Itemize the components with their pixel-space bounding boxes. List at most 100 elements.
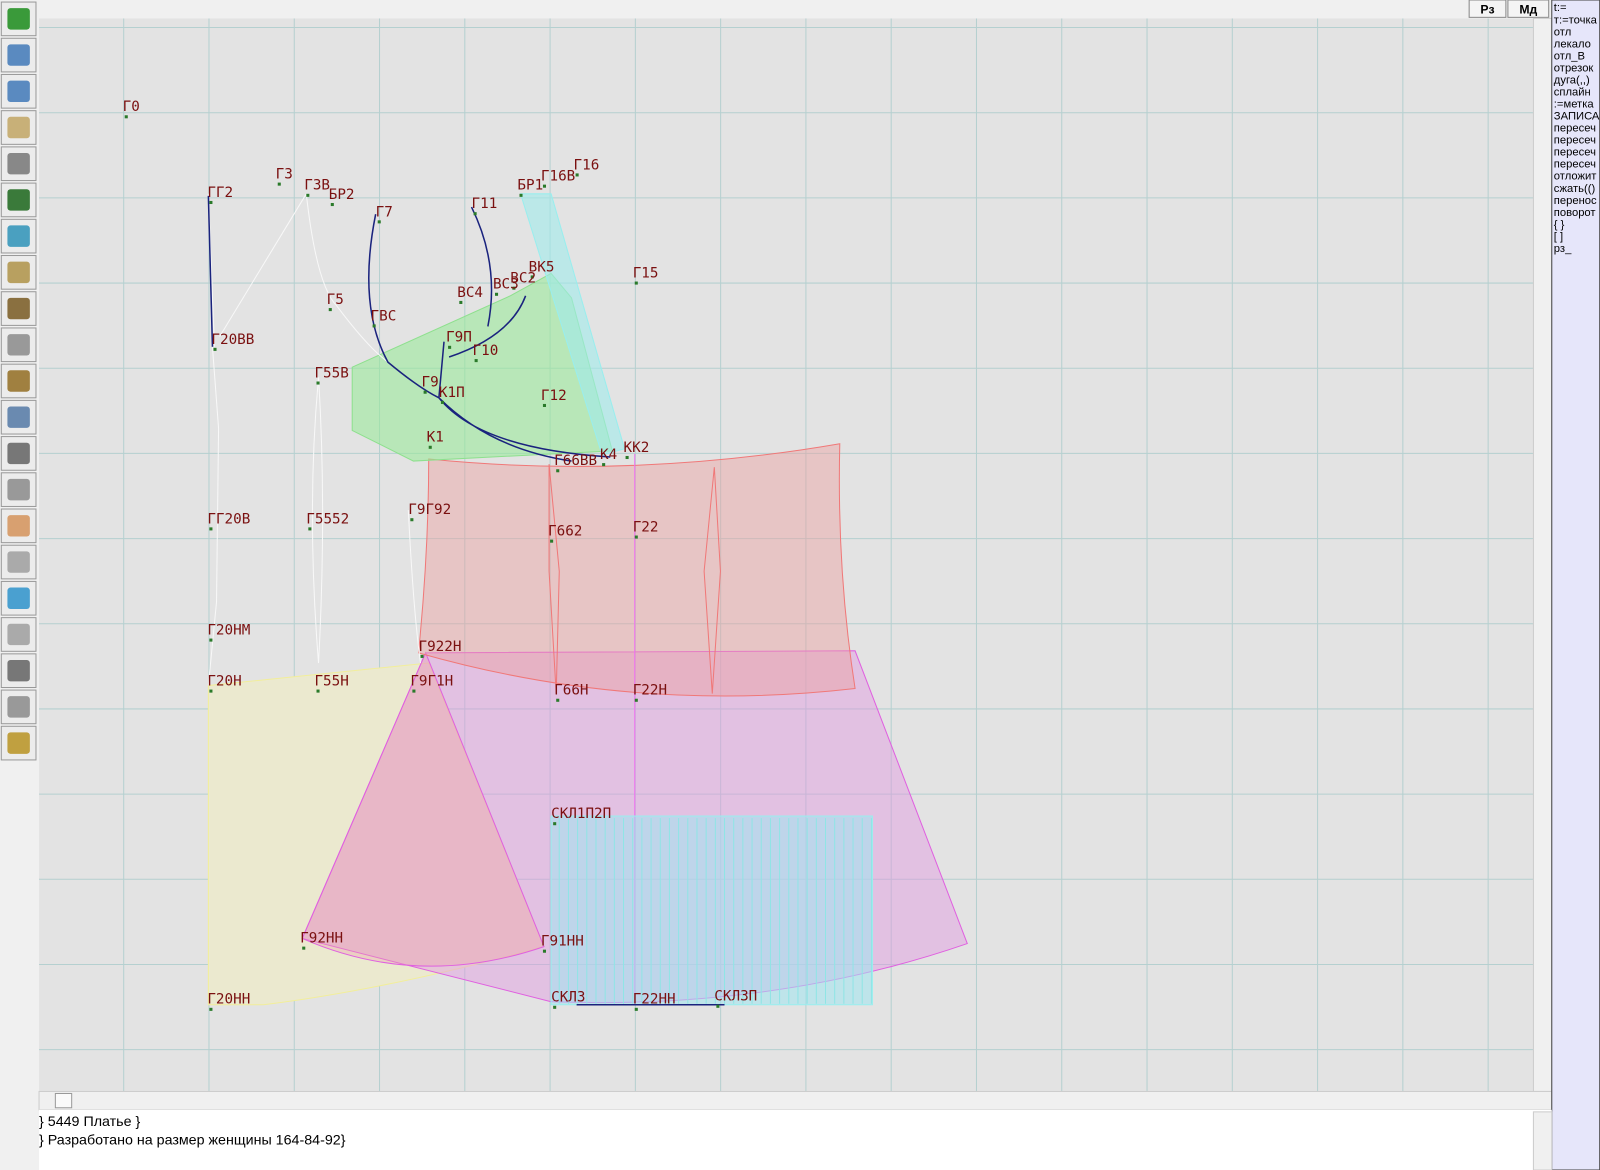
point-label: Г20НН [207, 992, 250, 1008]
tool-button[interactable] [0, 37, 37, 73]
command-item[interactable]: отложит [1554, 171, 1597, 183]
command-item[interactable]: перенос [1554, 195, 1597, 207]
command-item[interactable]: пересеч [1554, 159, 1596, 171]
point-label: СКЛ1П2П [551, 806, 611, 822]
point [448, 345, 452, 349]
point [209, 638, 213, 642]
button[interactable] [1507, 0, 1550, 18]
point [410, 518, 414, 522]
point-label: К1П [439, 385, 465, 401]
status-line: } Разработано на размер женщины 164-84-9… [39, 1132, 346, 1148]
piece-strap [519, 193, 626, 456]
tool-icon [7, 659, 30, 682]
command-item[interactable]: пересеч [1554, 123, 1596, 135]
point [316, 381, 320, 385]
point-label: Г12 [541, 388, 567, 404]
piece-yellow [207, 662, 545, 1006]
point [423, 390, 427, 394]
tool-icon [7, 442, 30, 465]
command-item[interactable]: :=метка [1554, 99, 1595, 111]
pattern [207, 193, 968, 1006]
point-label: Г9П [446, 330, 472, 346]
scroll-thumb[interactable] [54, 1092, 73, 1109]
point [634, 281, 638, 285]
command-item[interactable]: [ ] [1554, 231, 1563, 243]
h-scrollbar[interactable] [38, 1090, 1553, 1111]
tool-icon [7, 8, 30, 30]
point-label: ВК5 [529, 259, 555, 275]
point [316, 689, 320, 693]
point-label: Г9Г1Н [410, 673, 453, 689]
button-label[interactable]: Рз [1480, 2, 1494, 16]
tool-button[interactable] [0, 653, 37, 689]
point-label: Г66Н [554, 683, 588, 699]
command-item[interactable]: сплайн [1554, 86, 1591, 98]
command-item[interactable]: рз_ [1554, 243, 1572, 255]
curve [207, 195, 725, 1006]
point [602, 463, 606, 467]
command-item[interactable]: отл [1554, 26, 1571, 38]
command-item[interactable]: пересеч [1554, 135, 1596, 147]
command-item[interactable]: ЗАПИСА [1554, 111, 1600, 123]
command-item[interactable]: отрезок [1554, 62, 1594, 74]
tool-icon [7, 261, 30, 284]
point [372, 324, 376, 328]
toolbar [0, 1, 37, 761]
point [519, 193, 523, 197]
point [495, 292, 499, 296]
point [209, 689, 213, 693]
point-label: Г20ВВ [211, 332, 254, 348]
tool-icon [7, 732, 30, 754]
point-label: Г20НМ [207, 622, 250, 638]
point [634, 698, 638, 702]
point-label: Г16В [541, 169, 575, 185]
point [542, 949, 547, 953]
tool-icon [7, 370, 30, 392]
piece-frill [550, 815, 873, 1006]
point [328, 308, 332, 312]
point [553, 1005, 557, 1009]
tool-icon [7, 587, 30, 609]
point-label: Г20Н [207, 673, 241, 689]
command-item[interactable]: лекало [1554, 38, 1591, 50]
command-item[interactable]: { } [1554, 219, 1565, 231]
command-item[interactable]: поворот [1554, 207, 1596, 219]
tool-button[interactable] [0, 218, 37, 254]
point [306, 193, 310, 197]
point-label: БР1 [517, 178, 543, 194]
button[interactable] [1468, 0, 1507, 18]
command-item[interactable]: t:= [1554, 2, 1567, 14]
point-label: Г5 [327, 292, 344, 308]
command-item[interactable]: пересеч [1554, 147, 1596, 159]
point [625, 455, 629, 460]
status-scrollbar[interactable] [1532, 1111, 1553, 1170]
button-label[interactable]: Мд [1519, 2, 1537, 16]
tool-icon [7, 116, 30, 139]
point-label: Г662 [548, 524, 582, 540]
command-item[interactable]: сжать(() [1554, 183, 1596, 195]
point [277, 182, 281, 186]
point [420, 654, 424, 658]
command-item[interactable]: отл_В [1554, 50, 1585, 62]
point-label: Г55В [314, 365, 348, 381]
point [716, 1004, 720, 1008]
command-item[interactable]: дуга(,,) [1554, 74, 1590, 86]
tool-icon [7, 44, 30, 66]
point-label: Г15 [633, 265, 659, 281]
v-scrollbar[interactable] [1532, 17, 1553, 1092]
point [124, 115, 128, 119]
point-label: КК2 [624, 440, 650, 456]
point [556, 469, 560, 473]
point-label: ГВС [371, 308, 397, 324]
outline [207, 193, 422, 664]
tool-icon [7, 478, 30, 501]
point-label: ГГ2 [207, 185, 233, 201]
point-label: Г10 [473, 343, 499, 359]
command-item[interactable]: т:=точка [1554, 14, 1598, 26]
point [634, 535, 638, 539]
point-label: Г922Н [419, 639, 462, 655]
point-label: Г22 [633, 519, 659, 535]
point-label: Г91НН [541, 934, 584, 950]
point [634, 1007, 638, 1011]
point [459, 300, 463, 304]
